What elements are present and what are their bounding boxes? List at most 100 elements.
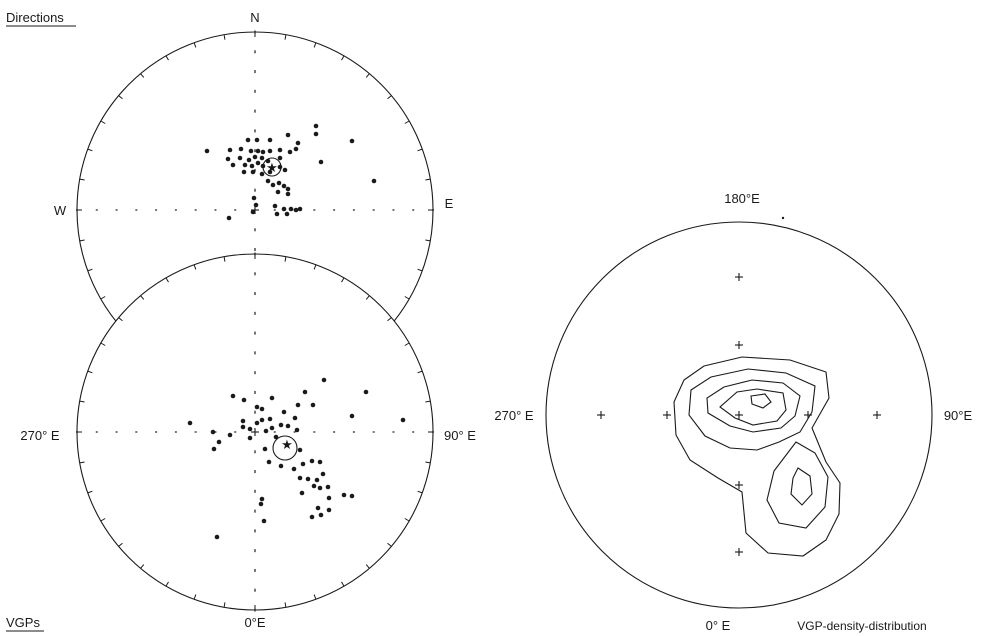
rim-tick — [313, 42, 317, 48]
vgp-point — [309, 458, 315, 464]
vgp-point — [325, 484, 331, 490]
rim-tick — [425, 400, 431, 403]
direction-data-points — [204, 123, 377, 221]
density-right-label: 90°E — [944, 408, 973, 423]
vgp-point — [278, 422, 284, 428]
direction-point — [318, 159, 324, 165]
rim-tick — [100, 296, 106, 300]
direction-point — [281, 183, 287, 189]
vgp-point — [326, 507, 332, 513]
vgp-point — [281, 409, 287, 415]
direction-point — [237, 155, 243, 161]
rim-tick — [79, 400, 85, 403]
rim-tick — [118, 317, 123, 322]
direction-point — [285, 191, 291, 197]
vgp-point — [299, 490, 305, 496]
vgp-point — [297, 447, 303, 453]
rim-tick — [417, 490, 423, 494]
rim-tick — [404, 342, 410, 346]
vgp-point — [317, 485, 323, 491]
vgp-crosshair — [76, 252, 434, 612]
rim-tick — [341, 277, 345, 283]
rim-tick — [341, 55, 345, 61]
direction-point — [265, 178, 271, 184]
rim-tick — [284, 602, 287, 608]
contour-outer — [673, 356, 841, 557]
rim-tick — [79, 239, 85, 242]
vgp-point — [278, 463, 284, 469]
rim-tick — [223, 602, 226, 608]
vgp-point — [214, 534, 220, 540]
direction-point — [204, 148, 210, 154]
vgp-point — [311, 483, 317, 489]
vgp-point — [297, 475, 303, 481]
vgp-panel: 270° E 90° E 0°E VGPs ★ — [6, 252, 476, 632]
vgp-point — [254, 420, 260, 426]
direction-point — [246, 157, 252, 163]
rim-tick — [87, 370, 93, 374]
contour-lower-2 — [766, 441, 829, 529]
rim-tick — [140, 73, 145, 78]
vgp-point — [273, 434, 279, 440]
rim-tick — [365, 564, 370, 569]
direction-point — [293, 207, 299, 213]
direction-point — [250, 209, 256, 215]
mean-star-icon: ★ — [266, 160, 278, 175]
direction-point — [253, 202, 259, 208]
vgp-point — [247, 426, 253, 432]
density-panel: 180°E 270° E 90°E 0° E VGP-density-distr… — [494, 191, 972, 633]
vgp-point — [302, 389, 308, 395]
vgp-point — [310, 402, 316, 408]
rim-tick — [223, 34, 226, 40]
vgp-point — [400, 417, 406, 423]
vgp-point — [363, 389, 369, 395]
contour-upper-2 — [688, 368, 816, 451]
rim-tick — [284, 34, 287, 40]
rim-tick — [87, 490, 93, 494]
vgp-point — [305, 476, 311, 482]
direction-point — [313, 123, 319, 129]
direction-point — [255, 160, 261, 166]
rim-tick — [140, 295, 145, 300]
direction-point — [281, 206, 287, 212]
vgp-confidence-circle — [272, 435, 298, 461]
rim-tick — [118, 542, 123, 547]
vgp-point — [259, 406, 265, 412]
direction-point — [284, 211, 290, 217]
direction-point — [238, 146, 244, 152]
rim-tick — [365, 295, 370, 300]
rim-tick — [387, 542, 392, 547]
direction-point — [267, 137, 273, 143]
direction-point — [255, 148, 261, 154]
direction-point — [242, 162, 248, 168]
rim-tick — [417, 370, 423, 374]
direction-point — [227, 147, 233, 153]
density-left-label: 270° E — [494, 408, 534, 423]
vgp-point — [254, 404, 260, 410]
direction-point — [285, 132, 291, 138]
vgp-point — [315, 505, 321, 511]
rim-tick — [100, 342, 106, 346]
rim-tick — [100, 120, 106, 124]
direction-point — [245, 137, 251, 143]
vgp-point — [292, 415, 298, 421]
rim-tick — [417, 148, 423, 152]
rim-tick — [425, 239, 431, 242]
north-label: N — [250, 10, 259, 25]
vgp-right-label: 90° E — [444, 428, 476, 443]
vgp-point — [326, 495, 332, 501]
vgp-point — [317, 459, 323, 465]
rim-tick — [365, 73, 370, 78]
direction-point — [272, 203, 278, 209]
rim-tick — [387, 317, 392, 322]
direction-point — [287, 149, 293, 155]
rim-tick — [404, 296, 410, 300]
direction-point — [254, 137, 260, 143]
direction-point — [274, 211, 280, 217]
vgp-point — [187, 420, 193, 426]
density-stereonet-circle — [545, 221, 933, 609]
vgp-point — [321, 377, 327, 383]
vgp-mean-star-icon: ★ — [281, 437, 293, 452]
rim-tick — [87, 268, 93, 272]
